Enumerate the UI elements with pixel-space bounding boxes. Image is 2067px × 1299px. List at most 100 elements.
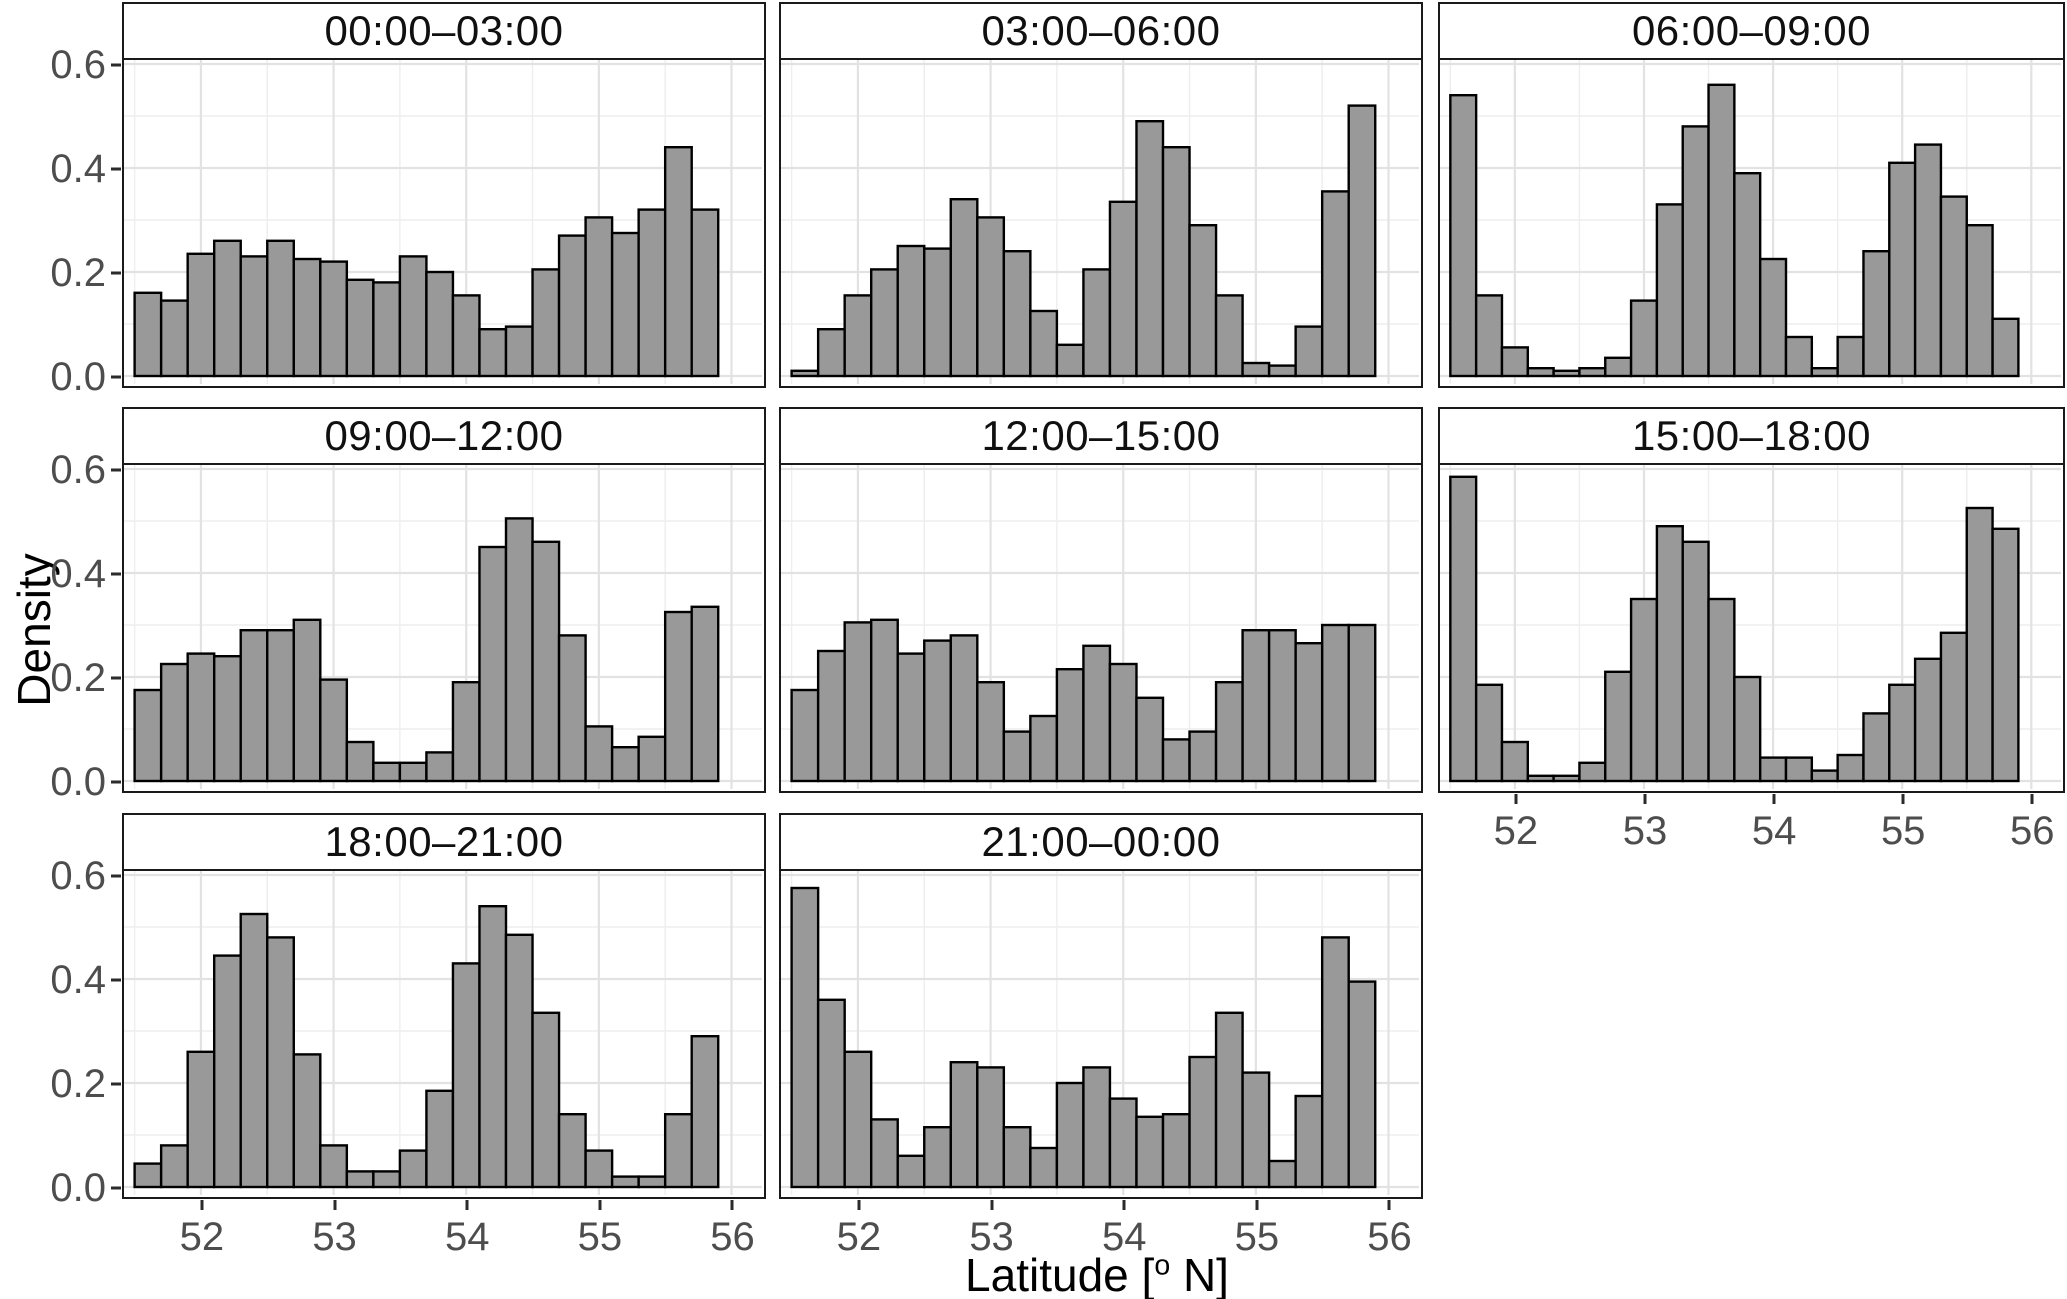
facet-strip: 12:00–15:00 [779,407,1423,465]
histogram-bar [266,936,295,1189]
histogram-bar [1629,597,1659,783]
histogram-bar [504,933,534,1189]
histogram-bar [266,239,295,378]
histogram-bar [1108,1097,1138,1189]
histogram-bar [212,239,242,378]
x-axis-title: Latitude [o N] [965,1248,1229,1299]
histogram-bar [1888,161,1917,378]
facet-panel [779,869,1423,1199]
histogram-bar [1320,190,1350,378]
histogram-canvas [1440,465,2061,789]
histogram-bar [1055,1081,1085,1189]
histogram-bar [1161,145,1191,378]
x-axis-title-text: Latitude [ [965,1249,1155,1299]
histogram-bar [923,247,952,378]
histogram-bar [292,1053,322,1189]
facet-strip: 18:00–21:00 [122,813,766,871]
histogram-bar [1294,325,1324,378]
histogram-bar [557,1112,587,1189]
histogram-bar [1188,223,1218,378]
histogram-bar [1135,120,1165,378]
histogram-bar [292,257,322,378]
histogram-bar [133,688,163,783]
histogram-bar [1029,309,1059,378]
histogram-bar [1294,641,1324,783]
histogram-bar [1002,1126,1032,1189]
facet-panel [1438,58,2065,388]
facet-strip-label: 21:00–00:00 [981,818,1221,865]
x-tick-mark [1387,1200,1391,1210]
histogram-bar [869,268,899,378]
facet-strip-label: 00:00–03:00 [324,7,564,54]
x-tick-label: 55 [1880,809,1926,853]
y-tick-mark [111,978,121,982]
histogram-bar [843,1050,873,1189]
y-tick-mark [111,1082,121,1086]
histogram-bar [345,740,375,783]
histogram-bar [1267,364,1297,378]
x-tick-label: 52 [836,1215,882,1259]
histogram-bar [1784,335,1814,378]
histogram-bar [584,1149,614,1189]
histogram-bar [266,628,295,783]
histogram-bar [1055,667,1085,783]
histogram-bar [478,328,508,378]
x-tick-mark [730,1200,734,1210]
y-tick-mark [111,63,121,67]
histogram-bar [451,962,481,1189]
histogram-bar [637,735,667,783]
histogram-bar [1002,730,1032,783]
histogram-bar [1681,125,1710,378]
histogram-bar [816,998,846,1189]
histogram-bar [531,540,561,783]
histogram-bar [1526,774,1555,783]
histogram-bar [1707,597,1736,783]
histogram-bar [451,294,481,378]
histogram-bar [1347,104,1377,378]
x-tick-label: 53 [969,1215,1014,1259]
histogram-bar [1629,299,1659,378]
histogram-bar [610,231,640,378]
histogram-bar [372,281,402,378]
histogram-canvas [781,465,1419,789]
histogram-bar [869,618,899,783]
histogram-bar [159,662,189,783]
histogram-bar [319,1144,349,1189]
facet-panel [122,58,766,388]
histogram-bar [790,688,820,783]
facet-strip: 00:00–03:00 [122,2,766,60]
degree-superscript: o [1154,1249,1171,1282]
histogram-bar [1707,83,1736,378]
histogram-bar [1267,628,1297,783]
histogram-bar [1578,761,1607,783]
histogram-bar [949,1060,979,1189]
histogram-bar [1552,774,1581,783]
histogram-bar [1733,171,1762,378]
histogram-bar [1449,475,1478,783]
histogram-bar [1241,361,1271,378]
histogram-bar [1188,1055,1218,1189]
y-tick-mark [111,468,121,472]
y-tick-label: 0.4 [50,147,106,191]
facet-strip: 21:00–00:00 [779,813,1423,871]
histogram-canvas [124,465,762,789]
histogram-bar [319,260,349,378]
facet-strip-label: 18:00–21:00 [324,818,564,865]
x-tick-mark [598,1200,602,1210]
histogram-bar [1082,268,1112,378]
x-tick-mark [2030,794,2034,804]
histogram-bar [690,1034,720,1189]
facet-strip-label: 09:00–12:00 [324,412,564,459]
histogram-bar [1939,195,1968,378]
histogram-bar [186,252,216,378]
histogram-bar [1784,756,1814,783]
histogram-bar [1500,740,1529,783]
y-tick-mark [111,271,121,275]
facet-panel [122,869,766,1199]
x-tick-mark [1122,1200,1126,1210]
x-tick-label: 54 [1101,1215,1147,1259]
histogram-bar [1135,1115,1165,1189]
y-tick-mark [111,874,121,878]
histogram-bar [186,1050,216,1189]
facet-strip: 15:00–18:00 [1438,407,2065,465]
